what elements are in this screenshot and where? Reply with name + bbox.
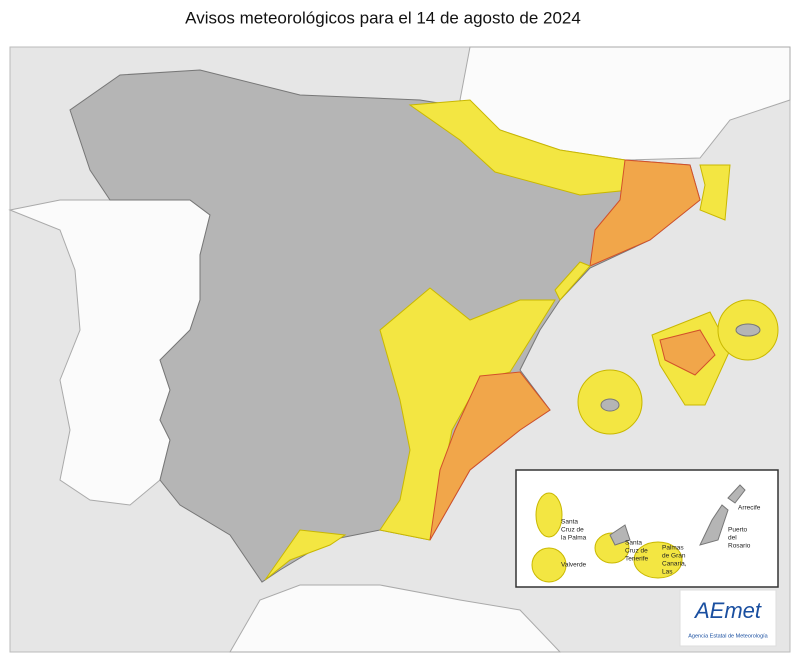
place-label: Cruz de [561, 527, 584, 534]
place-label: Palmas [662, 545, 684, 552]
island [600, 398, 620, 412]
logo-subtitle: Agencia Estatal de Meteorología [688, 633, 768, 639]
place-label: la Palma [561, 535, 587, 542]
island [727, 484, 746, 504]
warning-orange [659, 329, 716, 376]
map-title: Avisos meteorológicos para el 14 de agos… [185, 8, 581, 27]
place-label: Tenerife [625, 556, 649, 563]
place-label: Valverde [561, 562, 587, 569]
place-label: Santa [561, 519, 578, 526]
warning-yellow [535, 492, 563, 538]
logo-name: AEmet [693, 598, 762, 623]
warning-yellow [264, 529, 347, 581]
place-label: Cruz de [625, 548, 648, 555]
place-label: del [728, 535, 737, 542]
warning-yellow [699, 164, 731, 221]
warning-yellow [531, 547, 567, 583]
place-label: Las [662, 569, 673, 576]
warning-yellow [554, 261, 591, 301]
logo-box [679, 589, 777, 647]
warning-orange [429, 371, 551, 541]
africa [229, 584, 562, 653]
place-label: Santa [625, 540, 642, 547]
island [699, 504, 729, 546]
place-label: Arrecife [738, 505, 761, 512]
warning-yellow [633, 541, 683, 579]
island [609, 524, 631, 546]
warning-orange [589, 159, 701, 267]
place-label: Canaria, [662, 561, 687, 568]
place-label: Rosario [728, 543, 751, 550]
place-label: Puerto [728, 527, 748, 534]
place-label: de Gran [662, 553, 686, 560]
island [735, 323, 761, 337]
